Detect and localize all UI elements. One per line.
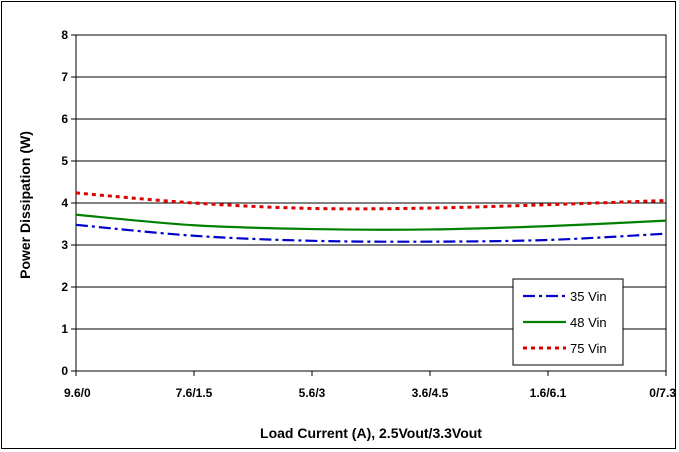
x-tick-label: 9.6/0	[64, 386, 91, 400]
x-tick-label: 3.6/4.5	[412, 386, 449, 400]
legend-label: 35 Vin	[570, 289, 607, 304]
y-tick-label: 0	[61, 364, 68, 378]
y-tick-label: 7	[61, 70, 68, 84]
x-axis-title: Load Current (A), 2.5Vout/3.3Vout	[260, 425, 482, 441]
y-tick-label: 2	[61, 280, 68, 294]
legend: 35 Vin 48 Vin 75 Vin	[512, 278, 624, 366]
y-axis-ticks: 0 1 2 3 4 5 6 7 8	[61, 28, 76, 378]
series-lines	[75, 191, 667, 243]
series-line-48-vin	[75, 213, 667, 231]
x-tick-label: 0/7.3	[649, 386, 676, 400]
legend-label: 48 Vin	[570, 315, 607, 330]
x-tick-label: 7.6/1.5	[176, 386, 213, 400]
x-tick-label: 1.6/6.1	[530, 386, 567, 400]
y-tick-label: 1	[61, 322, 68, 336]
series-line-35-vin	[75, 223, 667, 243]
x-axis-ticks: 9.6/0 7.6/1.5 5.6/3 3.6/4.5 1.6/6.1 0/7.3	[64, 371, 676, 400]
y-axis-title: Power Dissipation (W)	[17, 131, 33, 279]
legend-label: 75 Vin	[570, 341, 607, 356]
y-tick-label: 5	[61, 154, 68, 168]
series-line-75-vin	[75, 191, 667, 211]
y-tick-label: 3	[61, 238, 68, 252]
y-tick-label: 6	[61, 112, 68, 126]
y-tick-label: 8	[61, 28, 68, 42]
x-tick-label: 5.6/3	[299, 386, 326, 400]
y-tick-label: 4	[61, 196, 68, 210]
